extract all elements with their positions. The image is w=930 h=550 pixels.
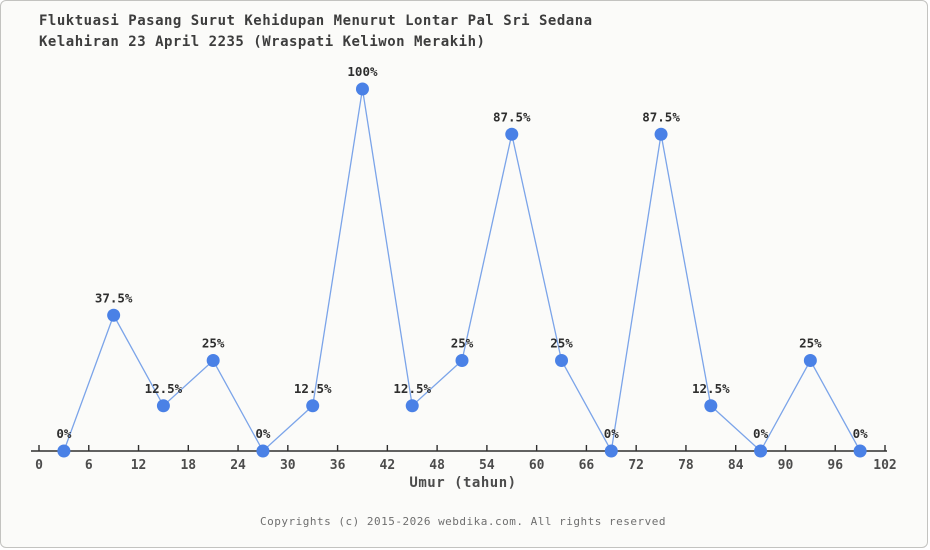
data-point-label: 0% — [604, 426, 620, 441]
x-axis-tick-label: 6 — [85, 458, 93, 473]
x-axis-label: Umur (tahun) — [409, 475, 517, 491]
data-point — [206, 354, 220, 367]
x-axis-tick-label: 36 — [330, 458, 346, 473]
x-axis-tick-label: 102 — [873, 458, 896, 473]
x-axis-tick-label: 42 — [380, 458, 396, 473]
x-axis-tick-label: 96 — [827, 458, 843, 473]
data-point — [455, 354, 469, 367]
x-axis-tick-label: 54 — [479, 458, 495, 473]
x-axis-tick-label: 48 — [429, 458, 445, 473]
data-point-label: 12.5% — [393, 381, 431, 396]
data-point — [853, 444, 867, 458]
x-axis-tick-label: 78 — [678, 458, 694, 473]
data-point — [355, 82, 369, 96]
data-point-label: 25% — [202, 336, 225, 351]
data-point-label: 87.5% — [642, 109, 680, 124]
data-point — [604, 444, 618, 458]
data-point-label: 12.5% — [294, 381, 332, 396]
data-point — [505, 127, 519, 141]
data-point-label: 87.5% — [493, 109, 531, 124]
chart-title-line1: Fluktuasi Pasang Surut Kehidupan Menurut… — [39, 13, 593, 29]
x-axis-tick-label: 66 — [579, 458, 595, 473]
data-point-label: 0% — [56, 426, 72, 441]
data-point — [156, 399, 170, 413]
data-point-label: 25% — [550, 336, 573, 351]
x-axis-tick-label: 30 — [280, 458, 296, 473]
data-point — [704, 399, 718, 413]
data-point-label: 37.5% — [95, 290, 133, 305]
data-point — [754, 444, 768, 458]
data-point — [654, 127, 668, 141]
data-point-label: 12.5% — [145, 381, 183, 396]
x-axis-tick-label: 0 — [35, 458, 43, 473]
data-point — [306, 399, 320, 413]
data-point-label: 0% — [753, 426, 769, 441]
data-point — [256, 444, 270, 458]
copyright-text: Copyrights (c) 2015-2026 webdika.com. Al… — [260, 515, 666, 528]
x-axis-tick-label: 72 — [628, 458, 644, 473]
data-point-label: 25% — [799, 336, 822, 351]
data-point-label: 100% — [347, 64, 378, 79]
x-axis-tick-label: 18 — [180, 458, 196, 473]
data-point-label: 25% — [451, 336, 474, 351]
x-axis-tick-label: 24 — [230, 458, 246, 473]
x-axis-tick-label: 84 — [728, 458, 744, 473]
data-point-label: 0% — [255, 426, 271, 441]
data-point — [405, 399, 419, 413]
data-point — [107, 308, 121, 322]
x-axis-tick-label: 60 — [529, 458, 545, 473]
chart-title-line2: Kelahiran 23 April 2235 (Wraspati Keliwo… — [39, 34, 486, 50]
data-point — [57, 444, 71, 458]
x-axis-tick-label: 90 — [778, 458, 794, 473]
data-line — [63, 88, 861, 453]
chart-title: Fluktuasi Pasang Surut Kehidupan Menurut… — [39, 11, 593, 53]
data-point — [555, 354, 569, 367]
data-point-label: 12.5% — [692, 381, 730, 396]
x-axis-tick-label: 12 — [131, 458, 147, 473]
data-point-label: 0% — [853, 426, 869, 441]
data-point — [803, 354, 817, 367]
